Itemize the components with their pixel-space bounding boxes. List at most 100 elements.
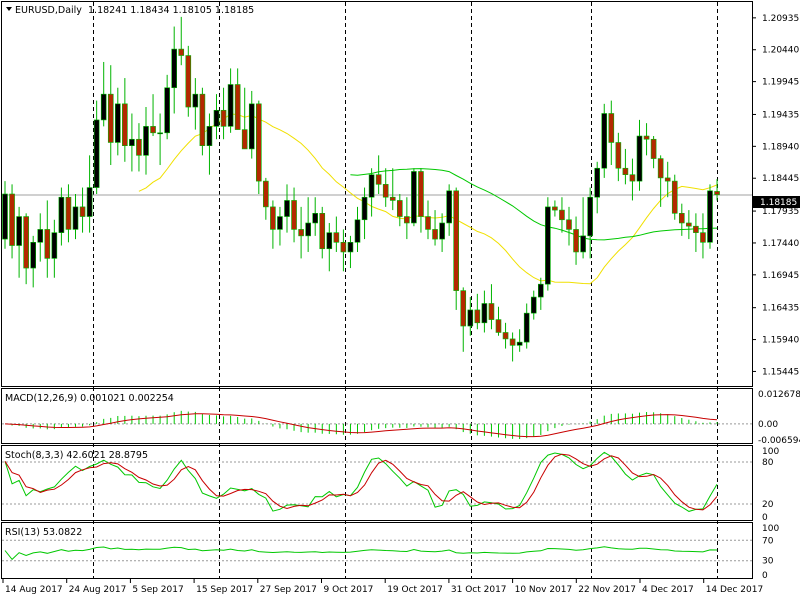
candle bbox=[234, 68, 241, 130]
candle-body bbox=[678, 213, 685, 224]
stoch-title: Stoch(8,3,3) 42.6021 28.8795 bbox=[5, 450, 148, 461]
candle bbox=[213, 94, 220, 140]
candle bbox=[467, 297, 474, 336]
rsi-line bbox=[4, 546, 718, 561]
candle bbox=[129, 113, 135, 172]
symbol-title: EURUSD,Daily bbox=[15, 5, 82, 16]
candle-body bbox=[629, 174, 636, 182]
candle bbox=[664, 161, 671, 198]
candle-body bbox=[340, 242, 347, 253]
period-separators bbox=[2, 2, 752, 578]
candle-body bbox=[72, 206, 79, 230]
candle-body bbox=[509, 338, 516, 346]
stoch-tick-label: 100 bbox=[762, 447, 779, 457]
candle bbox=[79, 187, 86, 233]
candle bbox=[460, 287, 467, 352]
x-tick-label: 22 Nov 2017 bbox=[578, 585, 636, 595]
candle bbox=[404, 197, 410, 240]
candle-body bbox=[312, 213, 319, 224]
candle-body bbox=[375, 174, 382, 185]
candle-body bbox=[206, 126, 213, 146]
candle-body bbox=[122, 103, 128, 146]
x-tick-label: 24 Aug 2017 bbox=[69, 585, 127, 595]
candle bbox=[481, 290, 488, 333]
candle-body bbox=[171, 48, 177, 89]
candle-body bbox=[481, 303, 488, 324]
candle bbox=[587, 187, 593, 259]
candle-body bbox=[523, 312, 530, 343]
y-tick-label: 1.15445 bbox=[762, 367, 799, 377]
candle bbox=[580, 197, 586, 259]
macd-signal-line bbox=[4, 413, 718, 438]
candle bbox=[326, 222, 333, 272]
candle bbox=[552, 200, 558, 217]
candle-body bbox=[115, 103, 121, 143]
candle-body bbox=[608, 113, 615, 143]
macd-tick-label: -0.006594 bbox=[758, 436, 800, 446]
candle bbox=[277, 206, 283, 246]
stoch-tick-label: 20 bbox=[762, 500, 774, 510]
candle bbox=[714, 179, 720, 201]
candle-body bbox=[587, 196, 593, 237]
candle-body bbox=[58, 196, 65, 233]
candle bbox=[178, 16, 185, 66]
candle bbox=[523, 303, 530, 349]
candle bbox=[700, 213, 706, 259]
macd-histogram bbox=[2, 410, 752, 440]
candle bbox=[693, 213, 699, 252]
candle bbox=[9, 184, 15, 259]
y-tick-label: 1.16945 bbox=[762, 271, 799, 281]
candle-body bbox=[453, 190, 460, 291]
candle bbox=[488, 284, 495, 330]
candle-body bbox=[460, 290, 467, 327]
candle bbox=[608, 100, 615, 166]
candle bbox=[263, 177, 269, 220]
candle-body bbox=[559, 209, 565, 221]
candle-body bbox=[270, 206, 276, 230]
candle bbox=[220, 87, 227, 140]
candle-body bbox=[545, 206, 551, 285]
x-tick-label: 27 Sep 2017 bbox=[260, 585, 317, 595]
candle bbox=[601, 103, 608, 178]
candle bbox=[270, 200, 276, 249]
candle bbox=[509, 332, 516, 362]
candle-body bbox=[213, 109, 220, 127]
candle bbox=[389, 168, 396, 211]
candle bbox=[157, 113, 163, 166]
candle bbox=[418, 168, 424, 233]
candle bbox=[530, 290, 537, 320]
candle bbox=[255, 100, 262, 194]
candle bbox=[573, 216, 579, 265]
x-tick-label: 5 Sep 2017 bbox=[132, 585, 183, 595]
candle bbox=[566, 206, 572, 246]
candle-body bbox=[495, 319, 502, 333]
price-panel bbox=[1, 1, 753, 387]
stoch-tick-label: 0 bbox=[762, 513, 768, 523]
candle bbox=[100, 61, 107, 127]
candle-body bbox=[192, 93, 199, 108]
y-tick-label: 1.20935 bbox=[762, 14, 799, 24]
candle-body bbox=[664, 177, 671, 182]
dropdown-arrow-icon[interactable] bbox=[6, 7, 12, 11]
y-tick-label: 1.16435 bbox=[762, 304, 799, 314]
candle bbox=[354, 206, 361, 252]
candle bbox=[453, 187, 460, 310]
candle-body bbox=[411, 171, 417, 224]
candle-body bbox=[234, 84, 241, 130]
candle-body bbox=[150, 126, 156, 134]
candle bbox=[495, 306, 502, 336]
current-price-label: 1.18185 bbox=[760, 198, 797, 208]
candle bbox=[23, 213, 29, 285]
candle bbox=[93, 100, 100, 194]
current-price-tag bbox=[753, 196, 800, 208]
candle bbox=[545, 197, 551, 291]
candle-body bbox=[241, 129, 248, 150]
y-axis-labels: 1.20935 1.20440 1.19945 1.19435 1.18940 1.184… bbox=[752, 14, 800, 581]
rsi-tick-label: 70 bbox=[762, 536, 774, 546]
rsi-tick-label: 0 bbox=[762, 571, 768, 581]
candle-body bbox=[686, 222, 692, 227]
candle bbox=[136, 123, 142, 172]
candle bbox=[298, 206, 304, 259]
candle bbox=[284, 184, 290, 233]
